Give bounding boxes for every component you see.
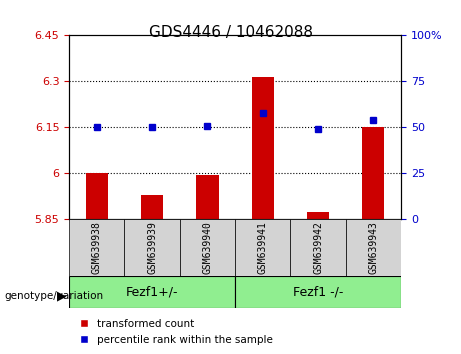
FancyBboxPatch shape (290, 219, 346, 276)
Bar (362, 127, 384, 219)
FancyBboxPatch shape (235, 276, 401, 308)
Text: Fezf1+/-: Fezf1+/- (126, 286, 178, 298)
Legend: transformed count, percentile rank within the sample: transformed count, percentile rank withi… (74, 315, 278, 349)
Text: GSM639938: GSM639938 (92, 221, 102, 274)
Text: GSM639943: GSM639943 (368, 221, 378, 274)
Text: Fezf1 -/-: Fezf1 -/- (293, 286, 343, 298)
Text: GSM639942: GSM639942 (313, 221, 323, 274)
Text: GSM639941: GSM639941 (258, 221, 268, 274)
Text: GDS4446 / 10462088: GDS4446 / 10462088 (148, 25, 313, 40)
Bar (141, 195, 163, 219)
Text: GSM639939: GSM639939 (147, 221, 157, 274)
FancyBboxPatch shape (180, 219, 235, 276)
Text: ▶: ▶ (58, 289, 67, 302)
Text: GSM639940: GSM639940 (202, 221, 213, 274)
FancyBboxPatch shape (235, 219, 290, 276)
Bar (307, 212, 329, 219)
FancyBboxPatch shape (69, 219, 124, 276)
FancyBboxPatch shape (346, 219, 401, 276)
FancyBboxPatch shape (124, 219, 180, 276)
Bar (86, 173, 108, 219)
Bar (196, 175, 219, 219)
Bar (252, 77, 274, 219)
FancyBboxPatch shape (69, 276, 235, 308)
Text: genotype/variation: genotype/variation (5, 291, 104, 301)
